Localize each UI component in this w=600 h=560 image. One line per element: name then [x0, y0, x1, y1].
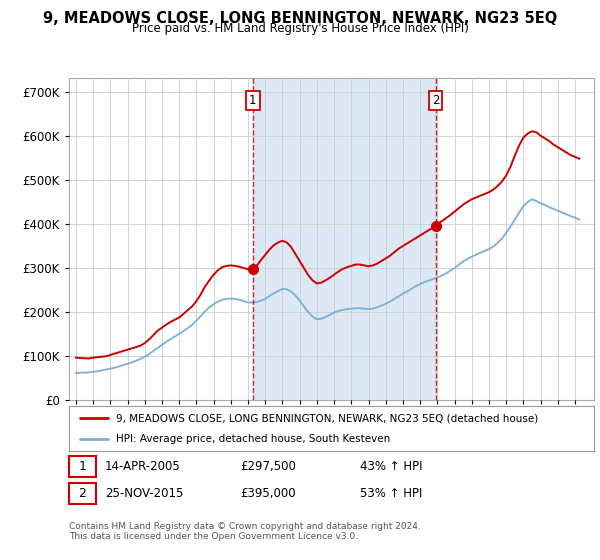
Text: £395,000: £395,000: [240, 487, 296, 500]
Text: 25-NOV-2015: 25-NOV-2015: [105, 487, 184, 500]
Text: 9, MEADOWS CLOSE, LONG BENNINGTON, NEWARK, NG23 5EQ (detached house): 9, MEADOWS CLOSE, LONG BENNINGTON, NEWAR…: [116, 413, 539, 423]
Text: Contains HM Land Registry data © Crown copyright and database right 2024.
This d: Contains HM Land Registry data © Crown c…: [69, 522, 421, 542]
Text: 1: 1: [79, 460, 86, 473]
Text: 9, MEADOWS CLOSE, LONG BENNINGTON, NEWARK, NG23 5EQ: 9, MEADOWS CLOSE, LONG BENNINGTON, NEWAR…: [43, 11, 557, 26]
Text: 53% ↑ HPI: 53% ↑ HPI: [360, 487, 422, 500]
Text: 2: 2: [79, 487, 86, 500]
Text: 14-APR-2005: 14-APR-2005: [105, 460, 181, 473]
Text: 1: 1: [249, 95, 257, 108]
Text: £297,500: £297,500: [240, 460, 296, 473]
Text: 2: 2: [432, 95, 439, 108]
Text: 43% ↑ HPI: 43% ↑ HPI: [360, 460, 422, 473]
Text: HPI: Average price, detached house, South Kesteven: HPI: Average price, detached house, Sout…: [116, 433, 391, 444]
Bar: [253, 78, 436, 400]
Text: Price paid vs. HM Land Registry's House Price Index (HPI): Price paid vs. HM Land Registry's House …: [131, 22, 469, 35]
